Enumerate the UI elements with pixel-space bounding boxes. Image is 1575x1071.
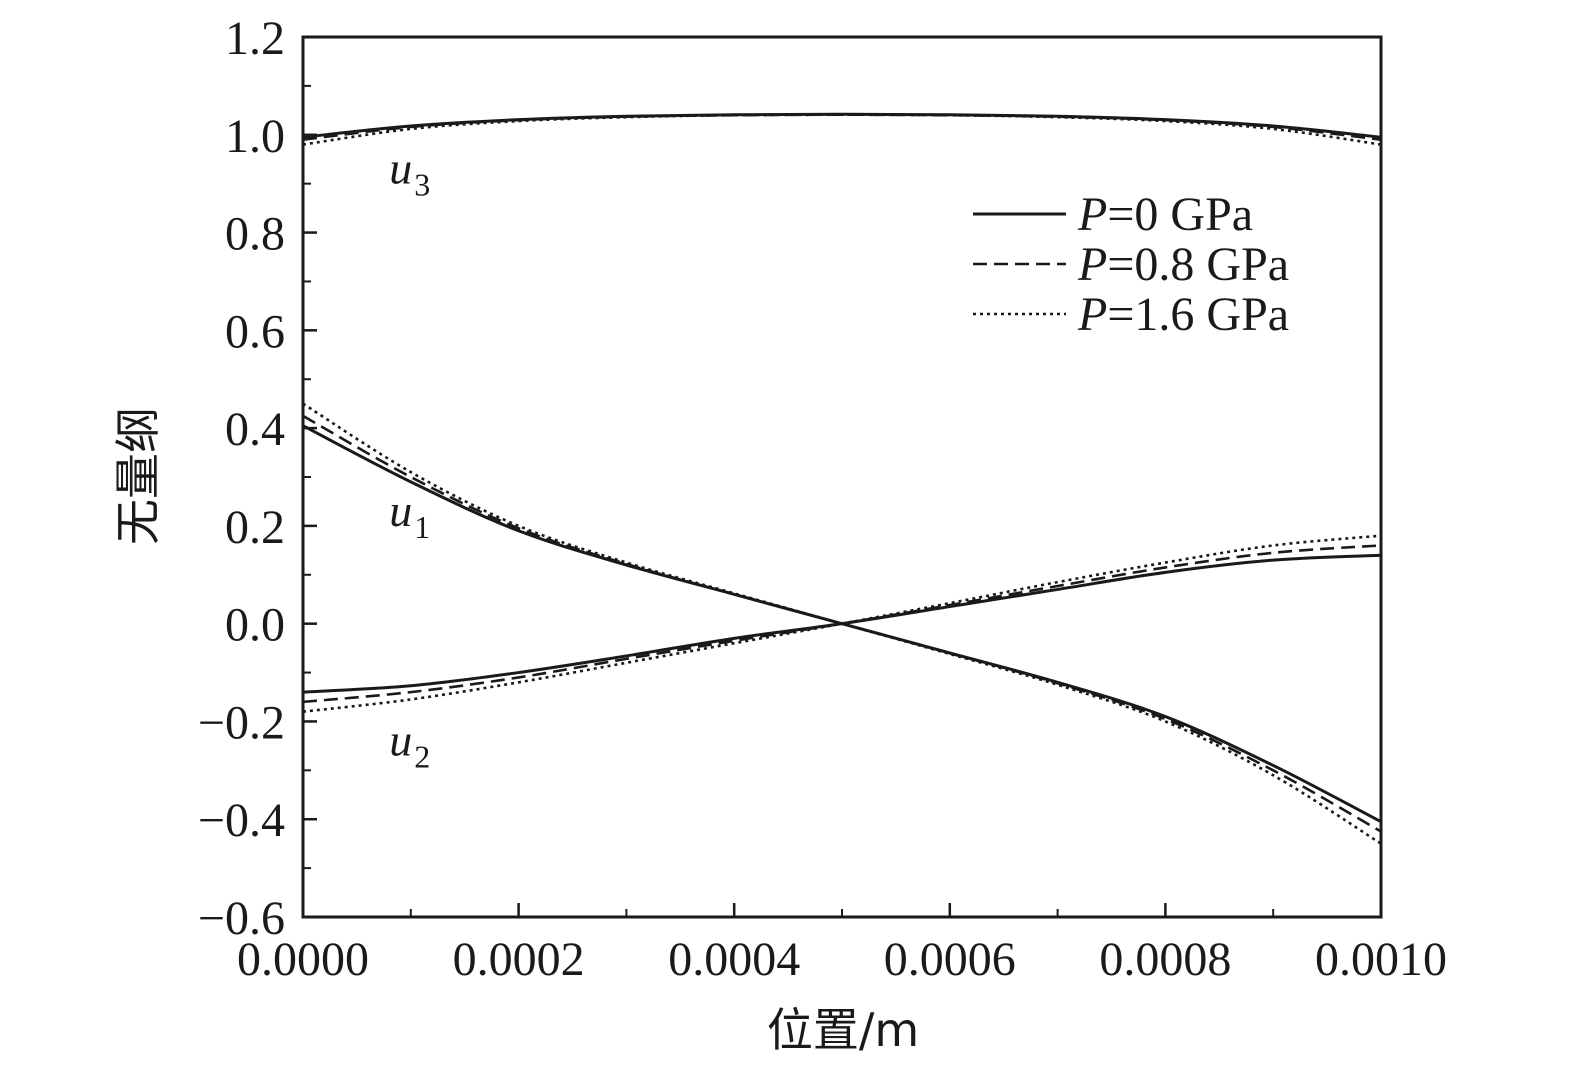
y-tick-label: −0.6 (198, 892, 285, 945)
curve-label-u2: u2 (389, 715, 430, 775)
y-tick-label: −0.2 (198, 696, 285, 749)
series-line-u2-dashed (302, 544, 1382, 704)
x-tick-label: 0.0004 (668, 933, 800, 986)
y-tick-label: 0.4 (225, 403, 285, 456)
y-tick-label: 0.6 (225, 305, 285, 358)
plot-area (302, 112, 1382, 845)
y-tick-label: 1.0 (225, 110, 285, 163)
x-axis: 0.0000 0.0002 0.0004 0.0006 0.0008 0.0010 (237, 903, 1447, 986)
y-tick-label: −0.4 (198, 794, 285, 847)
series-line-u3-dotted (302, 113, 1382, 146)
y-tick-label: 0.8 (225, 208, 285, 261)
series-line-u1-dotted (302, 402, 1382, 845)
legend-label: P=1.6 GPa (1077, 288, 1289, 341)
y-tick-label: 0.2 (225, 501, 285, 554)
legend-label: P=0.8 GPa (1077, 238, 1289, 291)
x-tick-label: 0.0002 (453, 933, 585, 986)
x-axis-title: 位置/m (767, 1003, 919, 1057)
x-tick-label: 0.0006 (884, 933, 1016, 986)
legend-label: P=0 GPa (1077, 188, 1253, 241)
y-axis: −0.6 −0.4 −0.2 0.0 0.2 0.4 0.6 0.8 1.0 1.2 (198, 12, 317, 945)
series-line-u2-dotted (302, 534, 1382, 713)
curve-labels: u3 u1 u2 (389, 143, 430, 775)
x-tick-label: 0.0008 (1099, 933, 1231, 986)
series-line-u3-dashed (302, 113, 1382, 141)
x-tick-label: 0.0000 (237, 933, 369, 986)
x-tick-label: 0.0010 (1315, 933, 1447, 986)
y-tick-label: 0.0 (225, 599, 285, 652)
curve-label-u3: u3 (389, 143, 430, 203)
y-axis-title: 无量纲 (111, 407, 165, 545)
y-tick-label: 1.2 (225, 12, 285, 65)
curve-label-u1: u1 (389, 485, 430, 545)
plot-frame (301, 35, 1383, 919)
series-line-u3-solid (302, 112, 1382, 139)
